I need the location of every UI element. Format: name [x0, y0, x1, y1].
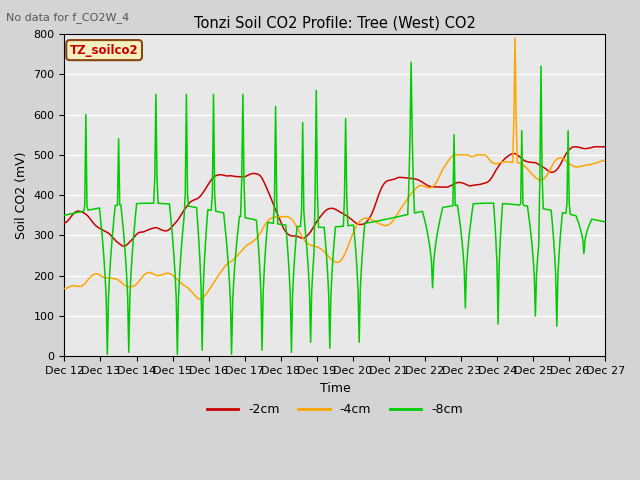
Title: Tonzi Soil CO2 Profile: Tree (West) CO2: Tonzi Soil CO2 Profile: Tree (West) CO2 — [194, 15, 476, 30]
X-axis label: Time: Time — [319, 382, 350, 395]
Text: TZ_soilco2: TZ_soilco2 — [70, 44, 138, 57]
Legend: -2cm, -4cm, -8cm: -2cm, -4cm, -8cm — [202, 398, 468, 421]
Y-axis label: Soil CO2 (mV): Soil CO2 (mV) — [15, 151, 28, 239]
Text: No data for f_CO2W_4: No data for f_CO2W_4 — [6, 12, 130, 23]
